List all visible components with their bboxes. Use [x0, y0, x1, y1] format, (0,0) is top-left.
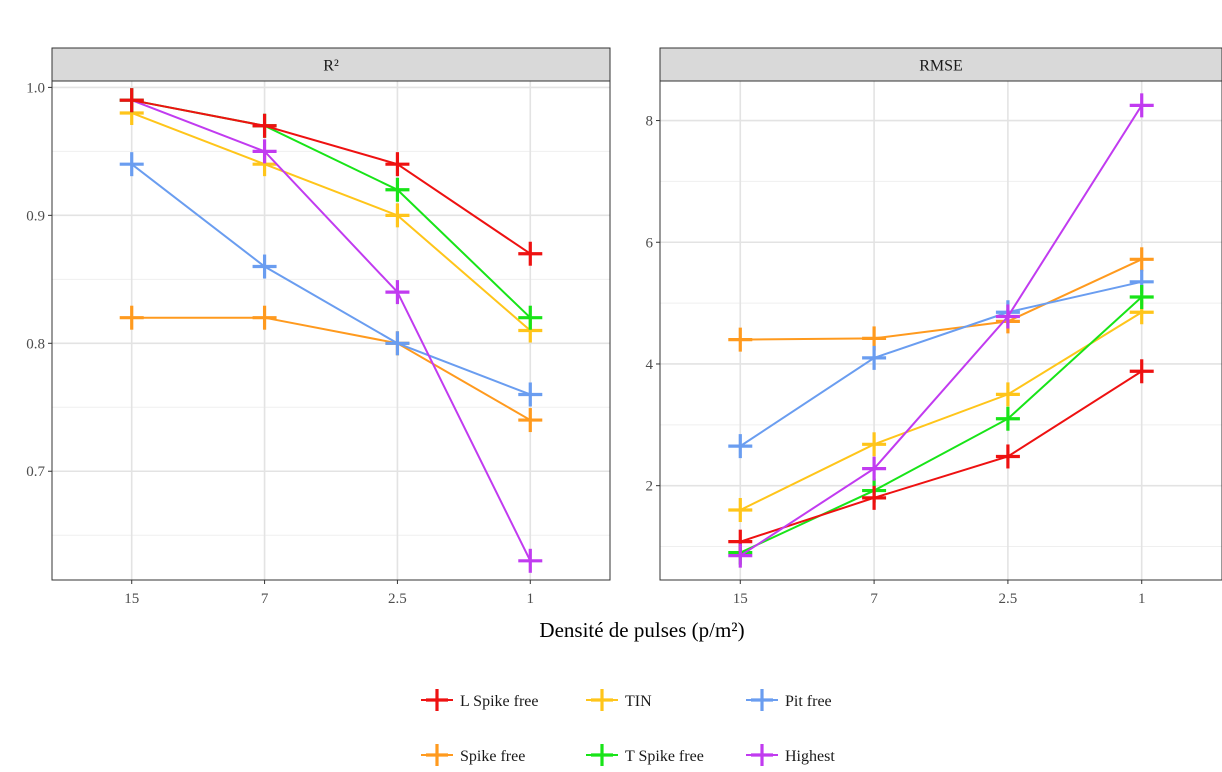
legend-item: L Spike free: [421, 689, 538, 711]
legend-item: Pit free: [746, 689, 832, 711]
legend-item: Spike free: [421, 744, 525, 766]
y-tick-label: 0.7: [26, 464, 45, 480]
legend-key-marker: [751, 744, 773, 766]
legend-key-marker: [751, 689, 773, 711]
x-tick-label: 1: [527, 591, 535, 607]
legend-item: TIN: [586, 689, 652, 711]
legend-key-marker: [426, 744, 448, 766]
x-tick-label: 7: [261, 591, 269, 607]
y-tick-label: 6: [646, 235, 654, 251]
legend-label: TIN: [625, 693, 652, 710]
y-tick-label: 1.0: [26, 80, 45, 96]
panel-0: R² 0.7 0.8 0.9 1.0 15 7 2.5 1: [26, 48, 610, 607]
y-tick-label: 2: [646, 479, 654, 495]
x-tick-label: 2.5: [999, 591, 1018, 607]
x-axis-label: Densité de pulses (p/m²): [539, 618, 744, 642]
legend-label: Pit free: [785, 693, 832, 710]
legend-item: T Spike free: [586, 744, 704, 766]
x-tick-label: 15: [124, 591, 139, 607]
legend-key-marker: [591, 689, 613, 711]
legend-label: L Spike free: [460, 693, 538, 710]
legend-key-marker: [426, 689, 448, 711]
legend-label: T Spike free: [625, 748, 704, 765]
panel-title: RMSE: [919, 58, 963, 75]
x-tick-label: 2.5: [388, 591, 407, 607]
panel-1: RMSE 2 4 6 8 15 7 2.5 1: [646, 48, 1222, 607]
legend: L Spike free TIN Pit free Spike free T Spike…: [421, 689, 835, 766]
x-tick-label: 15: [733, 591, 748, 607]
y-tick-label: 0.8: [26, 336, 45, 352]
panel-title: R²: [323, 58, 339, 75]
y-tick-label: 4: [646, 357, 654, 373]
y-tick-label: 8: [646, 114, 654, 130]
x-tick-label: 7: [870, 591, 878, 607]
y-tick-label: 0.9: [26, 208, 45, 224]
x-tick-label: 1: [1138, 591, 1146, 607]
legend-label: Highest: [785, 748, 835, 765]
legend-label: Spike free: [460, 748, 525, 765]
legend-item: Highest: [746, 744, 835, 766]
legend-key-marker: [591, 744, 613, 766]
